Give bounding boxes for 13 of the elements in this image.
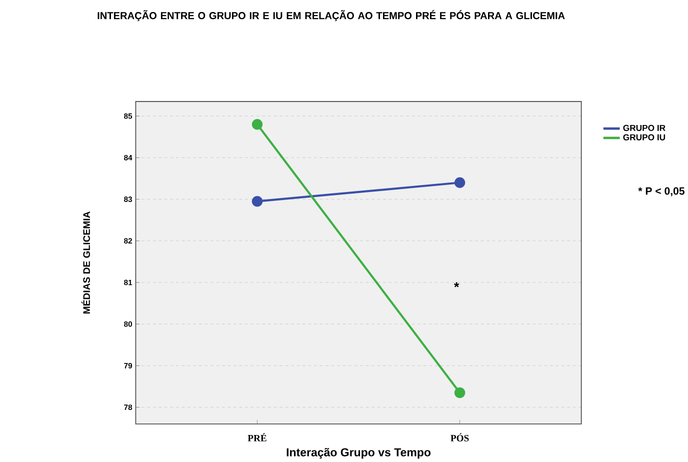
text: * P < 0,05 [638, 187, 684, 196]
point [252, 196, 263, 207]
x-axis-title: Interação Grupo vs Tempo [286, 448, 431, 459]
legend-label: GRUPO IU [623, 134, 666, 140]
y-axis-title: MÉDIAS DE GLICEMIA [81, 212, 90, 314]
point [454, 177, 466, 188]
x-tick-label: PÓS [450, 433, 469, 442]
chart-title: INTERAÇÃO ENTRE O GRUPO IR E IU EM RELAÇÃO AO TEMPO PRÉ E PÓS PARA A GLICEMIA [98, 10, 565, 22]
point [454, 387, 466, 398]
legend-label: GRUPO IR [623, 124, 666, 132]
annotation: * [454, 282, 460, 288]
point [252, 119, 263, 130]
x-tick-label: PRÉ [248, 433, 266, 442]
